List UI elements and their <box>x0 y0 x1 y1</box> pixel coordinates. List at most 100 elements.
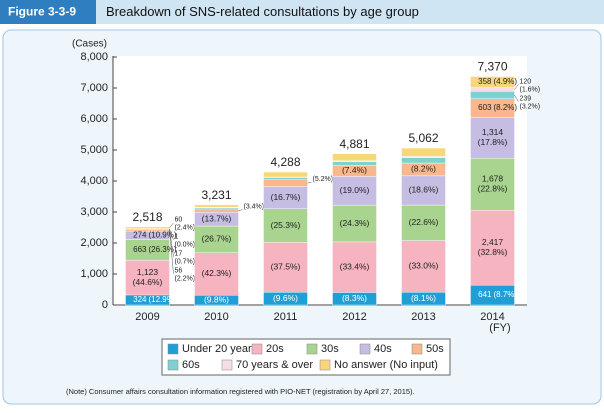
share-label: (8.7%) <box>494 290 518 299</box>
share-label: (44.6%) <box>133 277 163 287</box>
value-label: 603 <box>478 103 492 112</box>
value-label: 1 <box>175 234 179 241</box>
chart-title: Breakdown of SNS-related consultations b… <box>106 4 419 19</box>
legend-swatch <box>307 344 317 354</box>
share-label: (17.8%) <box>478 137 508 147</box>
value-label: 1,678 <box>482 173 504 183</box>
legend-swatch <box>412 344 422 354</box>
share-label: (8.2%) <box>494 103 518 112</box>
share-label: (16.7%) <box>271 192 301 202</box>
value-label: 60 <box>175 217 183 224</box>
share-label: (7.4%) <box>342 165 367 175</box>
share-label: (4.9%) <box>494 77 518 86</box>
figure-label: Figure 3-3-9 <box>8 5 76 19</box>
share-label: (3.2%) <box>520 103 541 110</box>
share-label: (22.6%) <box>409 217 439 227</box>
share-label: (2.2%) <box>175 276 196 283</box>
total-label: 4,288 <box>270 155 300 169</box>
bar-segment <box>471 91 515 98</box>
legend-label: 50s <box>426 343 444 355</box>
share-label: (8.1%) <box>411 293 436 303</box>
legend-label: 20s <box>266 343 284 355</box>
value-label: 56 <box>175 268 183 275</box>
x-tick-label: 2012 <box>342 311 366 323</box>
x-tick-label: 2011 <box>274 311 298 323</box>
total-label: 3,231 <box>201 188 231 202</box>
y-tick-label: 1,000 <box>80 268 108 280</box>
total-label: 4,881 <box>339 137 369 151</box>
value-label: 1,123 <box>137 267 159 277</box>
share-label: (22.8%) <box>478 183 508 193</box>
share-label: (3.4%) <box>244 203 265 210</box>
value-label: 17 <box>175 251 183 258</box>
x-tick-label: 2013 <box>411 311 435 323</box>
x-tick-label: 2014 <box>480 311 504 323</box>
y-tick-label: 7,000 <box>80 82 108 94</box>
value-label: 324 <box>133 295 147 304</box>
share-label: (42.3%) <box>202 268 232 278</box>
bar-segment <box>402 158 446 163</box>
share-label: (0.0%) <box>175 242 196 249</box>
y-tick-label: 6,000 <box>80 113 108 125</box>
share-label: (18.6%) <box>409 185 439 195</box>
bar-segment <box>264 172 308 177</box>
value-label: 663 <box>133 245 147 254</box>
bar-segment <box>264 180 308 187</box>
share-label: (33.4%) <box>340 261 370 271</box>
y-tick-label: 4,000 <box>80 175 108 187</box>
y-tick-label: 2,000 <box>80 237 108 249</box>
share-label: (8.2%) <box>411 164 436 174</box>
total-label: 2,518 <box>132 210 162 224</box>
bar-segment <box>333 154 377 161</box>
bar-segment <box>126 227 170 229</box>
legend-swatch <box>168 344 178 354</box>
share-label: (24.3%) <box>340 218 370 228</box>
share-label: (32.8%) <box>478 247 508 257</box>
share-label: (37.5%) <box>271 262 301 272</box>
bar-segment <box>402 148 446 156</box>
value-label: 1,314 <box>482 127 504 137</box>
legend-label: Under 20 years <box>182 343 258 355</box>
value-label: 120 <box>520 78 532 85</box>
value-label: 2,417 <box>482 237 504 247</box>
share-label: (25.3%) <box>271 220 301 230</box>
value-label: 274 <box>133 230 147 239</box>
share-label: (8.3%) <box>342 293 367 303</box>
total-label: 5,062 <box>408 131 438 145</box>
y-tick-label: 5,000 <box>80 144 108 156</box>
legend-swatch <box>360 344 370 354</box>
share-label: (2.4%) <box>175 225 196 232</box>
share-label: (12.9%) <box>149 295 177 304</box>
share-label: (9.6%) <box>273 293 298 303</box>
legend-swatch <box>320 360 330 370</box>
share-label: (13.7%) <box>202 213 232 223</box>
legend-swatch <box>168 360 178 370</box>
share-label: (26.7%) <box>202 234 232 244</box>
legend-swatch <box>222 360 232 370</box>
bar-segment <box>333 162 377 165</box>
legend-label: 40s <box>374 343 392 355</box>
share-label: (19.0%) <box>340 185 370 195</box>
y-tick-label: 0 <box>102 299 108 311</box>
note: (Note) Consumer affairs consultation inf… <box>66 387 415 396</box>
y-tick-label: 8,000 <box>80 51 108 63</box>
bar-segment <box>471 88 515 92</box>
bar-segment <box>195 209 239 212</box>
legend-label: 70 years & over <box>236 359 313 371</box>
x-unit: (FY) <box>489 322 510 334</box>
legend-label: 60s <box>182 359 200 371</box>
x-tick-label: 2010 <box>204 311 228 323</box>
legend-label: No answer (No input) <box>334 359 438 371</box>
y-unit: (Cases) <box>72 39 107 50</box>
legend-swatch <box>252 344 262 354</box>
share-label: (9.8%) <box>204 294 229 304</box>
share-label: (1.6%) <box>520 86 541 93</box>
y-tick-label: 3,000 <box>80 206 108 218</box>
value-label: 358 <box>478 77 492 86</box>
share-label: (0.7%) <box>175 259 196 266</box>
share-label: (5.2%) <box>313 176 334 183</box>
total-label: 7,370 <box>477 60 507 74</box>
bar-segment <box>126 229 170 231</box>
